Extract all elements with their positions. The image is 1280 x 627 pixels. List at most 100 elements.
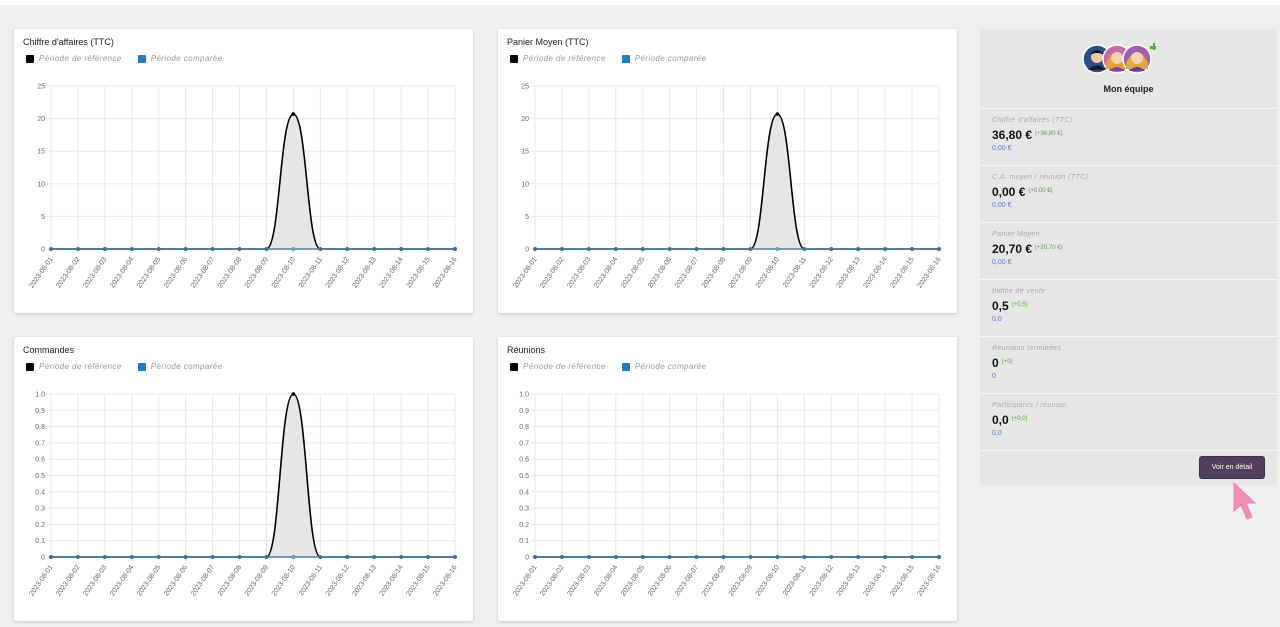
legend-label: Période comparée: [150, 54, 223, 63]
legend-reference[interactable]: Période de référence: [26, 54, 122, 63]
kpi-label: Indice de vente: [992, 288, 1046, 295]
legend-label: Période de référence: [523, 54, 606, 63]
point-reference: [937, 555, 941, 559]
x-tick-label: 2023-08-13: [352, 256, 378, 289]
kpi-compare: 0,00 €: [992, 145, 1012, 152]
point-reference: [103, 247, 107, 251]
x-tick-label: 2023-08-09: [728, 256, 754, 289]
kpi-value: 36,80 € (+36,80 €): [992, 128, 1063, 142]
y-tick-label: 0.7: [519, 440, 529, 447]
y-tick-label: 0.4: [35, 489, 45, 496]
x-tick-label: 2023-08-03: [82, 256, 108, 289]
point-reference: [210, 555, 215, 559]
chart-title: Commandes: [23, 345, 75, 355]
y-tick-label: 25: [37, 84, 45, 91]
legend-label: Période de référence: [523, 362, 606, 371]
point-reference: [291, 112, 296, 116]
legend-compared[interactable]: Période comparée: [621, 362, 707, 371]
kpi-label: C.A. moyen / réunion (TTC): [992, 174, 1089, 181]
point-reference: [183, 247, 188, 251]
x-tick-label: 2023-08-10: [755, 564, 781, 597]
point-reference: [614, 555, 618, 559]
x-tick-label: 2023-08-13: [836, 564, 862, 597]
x-tick-label: 2023-08-09: [244, 564, 270, 597]
y-tick-label: 25: [521, 84, 529, 91]
kpi-value-text: 20,70 €: [992, 242, 1033, 256]
legend-swatch-reference: [26, 54, 34, 63]
point-reference: [237, 247, 242, 251]
chart-revenue: 0 5 10 15 20 25 2023-08-01 2023-08-02 2023-08-03…: [28, 84, 458, 290]
x-tick-label: 2023-08-10: [271, 256, 297, 289]
chart-legend: Période de référence Période comparée: [510, 362, 723, 371]
x-tick-label: 2023-08-08: [701, 256, 727, 289]
point-reference: [721, 555, 726, 559]
point-reference: [372, 247, 377, 251]
point-compared-highlight: [291, 555, 296, 559]
x-tick-label: 2023-08-01: [512, 564, 538, 597]
chart-legend: Période de référence Période comparée: [26, 54, 239, 63]
point-reference: [76, 247, 80, 251]
point-reference: [156, 247, 161, 251]
x-tick-label: 2023-08-05: [136, 256, 162, 289]
point-reference: [883, 555, 887, 559]
point-reference: [748, 247, 753, 251]
legend-reference[interactable]: Période de référence: [510, 54, 606, 63]
legend-swatch-reference: [26, 362, 34, 371]
point-reference: [667, 555, 672, 559]
y-tick-label: 0.8: [35, 424, 45, 431]
y-tick-label: 0: [41, 555, 45, 562]
point-reference: [533, 555, 537, 559]
x-tick-label: 2023-08-15: [405, 256, 431, 289]
x-tick-label: 2023-08-16: [432, 256, 458, 289]
point-reference: [748, 555, 753, 559]
y-tick-label: 0: [41, 247, 45, 254]
y-tick-label: 0.5: [35, 473, 45, 480]
kpi-participants: Participants / réunion 0,0 (+0,0) 0,0: [980, 394, 1277, 451]
legend-compared[interactable]: Période comparée: [621, 54, 707, 63]
legend-swatch-reference: [510, 362, 518, 371]
x-tick-label: 2023-08-14: [378, 564, 404, 597]
view-detail-button[interactable]: Voir en détail: [1200, 457, 1264, 478]
y-tick-label: 0.9: [35, 408, 45, 415]
y-tick-label: 1.0: [519, 392, 529, 399]
point-reference: [937, 247, 941, 251]
x-tick-label: 2023-08-05: [136, 564, 162, 597]
x-tick-label: 2023-08-06: [647, 564, 673, 597]
legend-reference[interactable]: Période de référence: [26, 362, 122, 371]
point-reference: [802, 555, 807, 559]
legend-compared[interactable]: Période comparée: [137, 362, 223, 371]
kpi-compare: 0,0: [992, 430, 1002, 437]
x-tick-label: 2023-08-15: [889, 256, 915, 289]
point-reference: [264, 247, 269, 251]
y-tick-label: 0.7: [35, 440, 45, 447]
chart-card-orders: Commandes Période de référence Période c…: [14, 337, 473, 621]
point-reference: [156, 555, 161, 559]
point-reference: [721, 247, 726, 251]
y-tick-label: 0.5: [519, 473, 529, 480]
point-reference: [49, 247, 53, 251]
point-reference: [264, 555, 269, 559]
x-tick-label: 2023-08-12: [325, 564, 351, 597]
legend-swatch-compared: [137, 362, 146, 371]
x-tick-label: 2023-08-08: [217, 256, 243, 289]
legend-reference[interactable]: Période de référence: [510, 362, 606, 371]
legend-label: Période de référence: [39, 54, 122, 63]
point-reference: [183, 555, 188, 559]
point-reference: [291, 392, 296, 396]
y-tick-label: 20: [521, 116, 529, 123]
x-tick-label: 2023-08-16: [432, 564, 458, 597]
y-tick-label: 0.3: [35, 506, 45, 513]
x-tick-label: 2023-08-08: [701, 564, 727, 597]
y-tick-label: 0.2: [519, 522, 529, 529]
legend-compared[interactable]: Période comparée: [137, 54, 223, 63]
point-reference: [453, 247, 457, 251]
y-tick-label: 10: [521, 181, 529, 188]
point-reference: [775, 112, 780, 116]
x-tick-label: 2023-08-09: [728, 564, 754, 597]
chart-legend: Période de référence Période comparée: [510, 54, 723, 63]
point-compared-highlight: [775, 247, 780, 251]
point-reference: [829, 247, 834, 251]
point-reference: [318, 247, 323, 251]
kpi-value-text: 0: [992, 356, 999, 370]
point-reference: [802, 247, 807, 251]
